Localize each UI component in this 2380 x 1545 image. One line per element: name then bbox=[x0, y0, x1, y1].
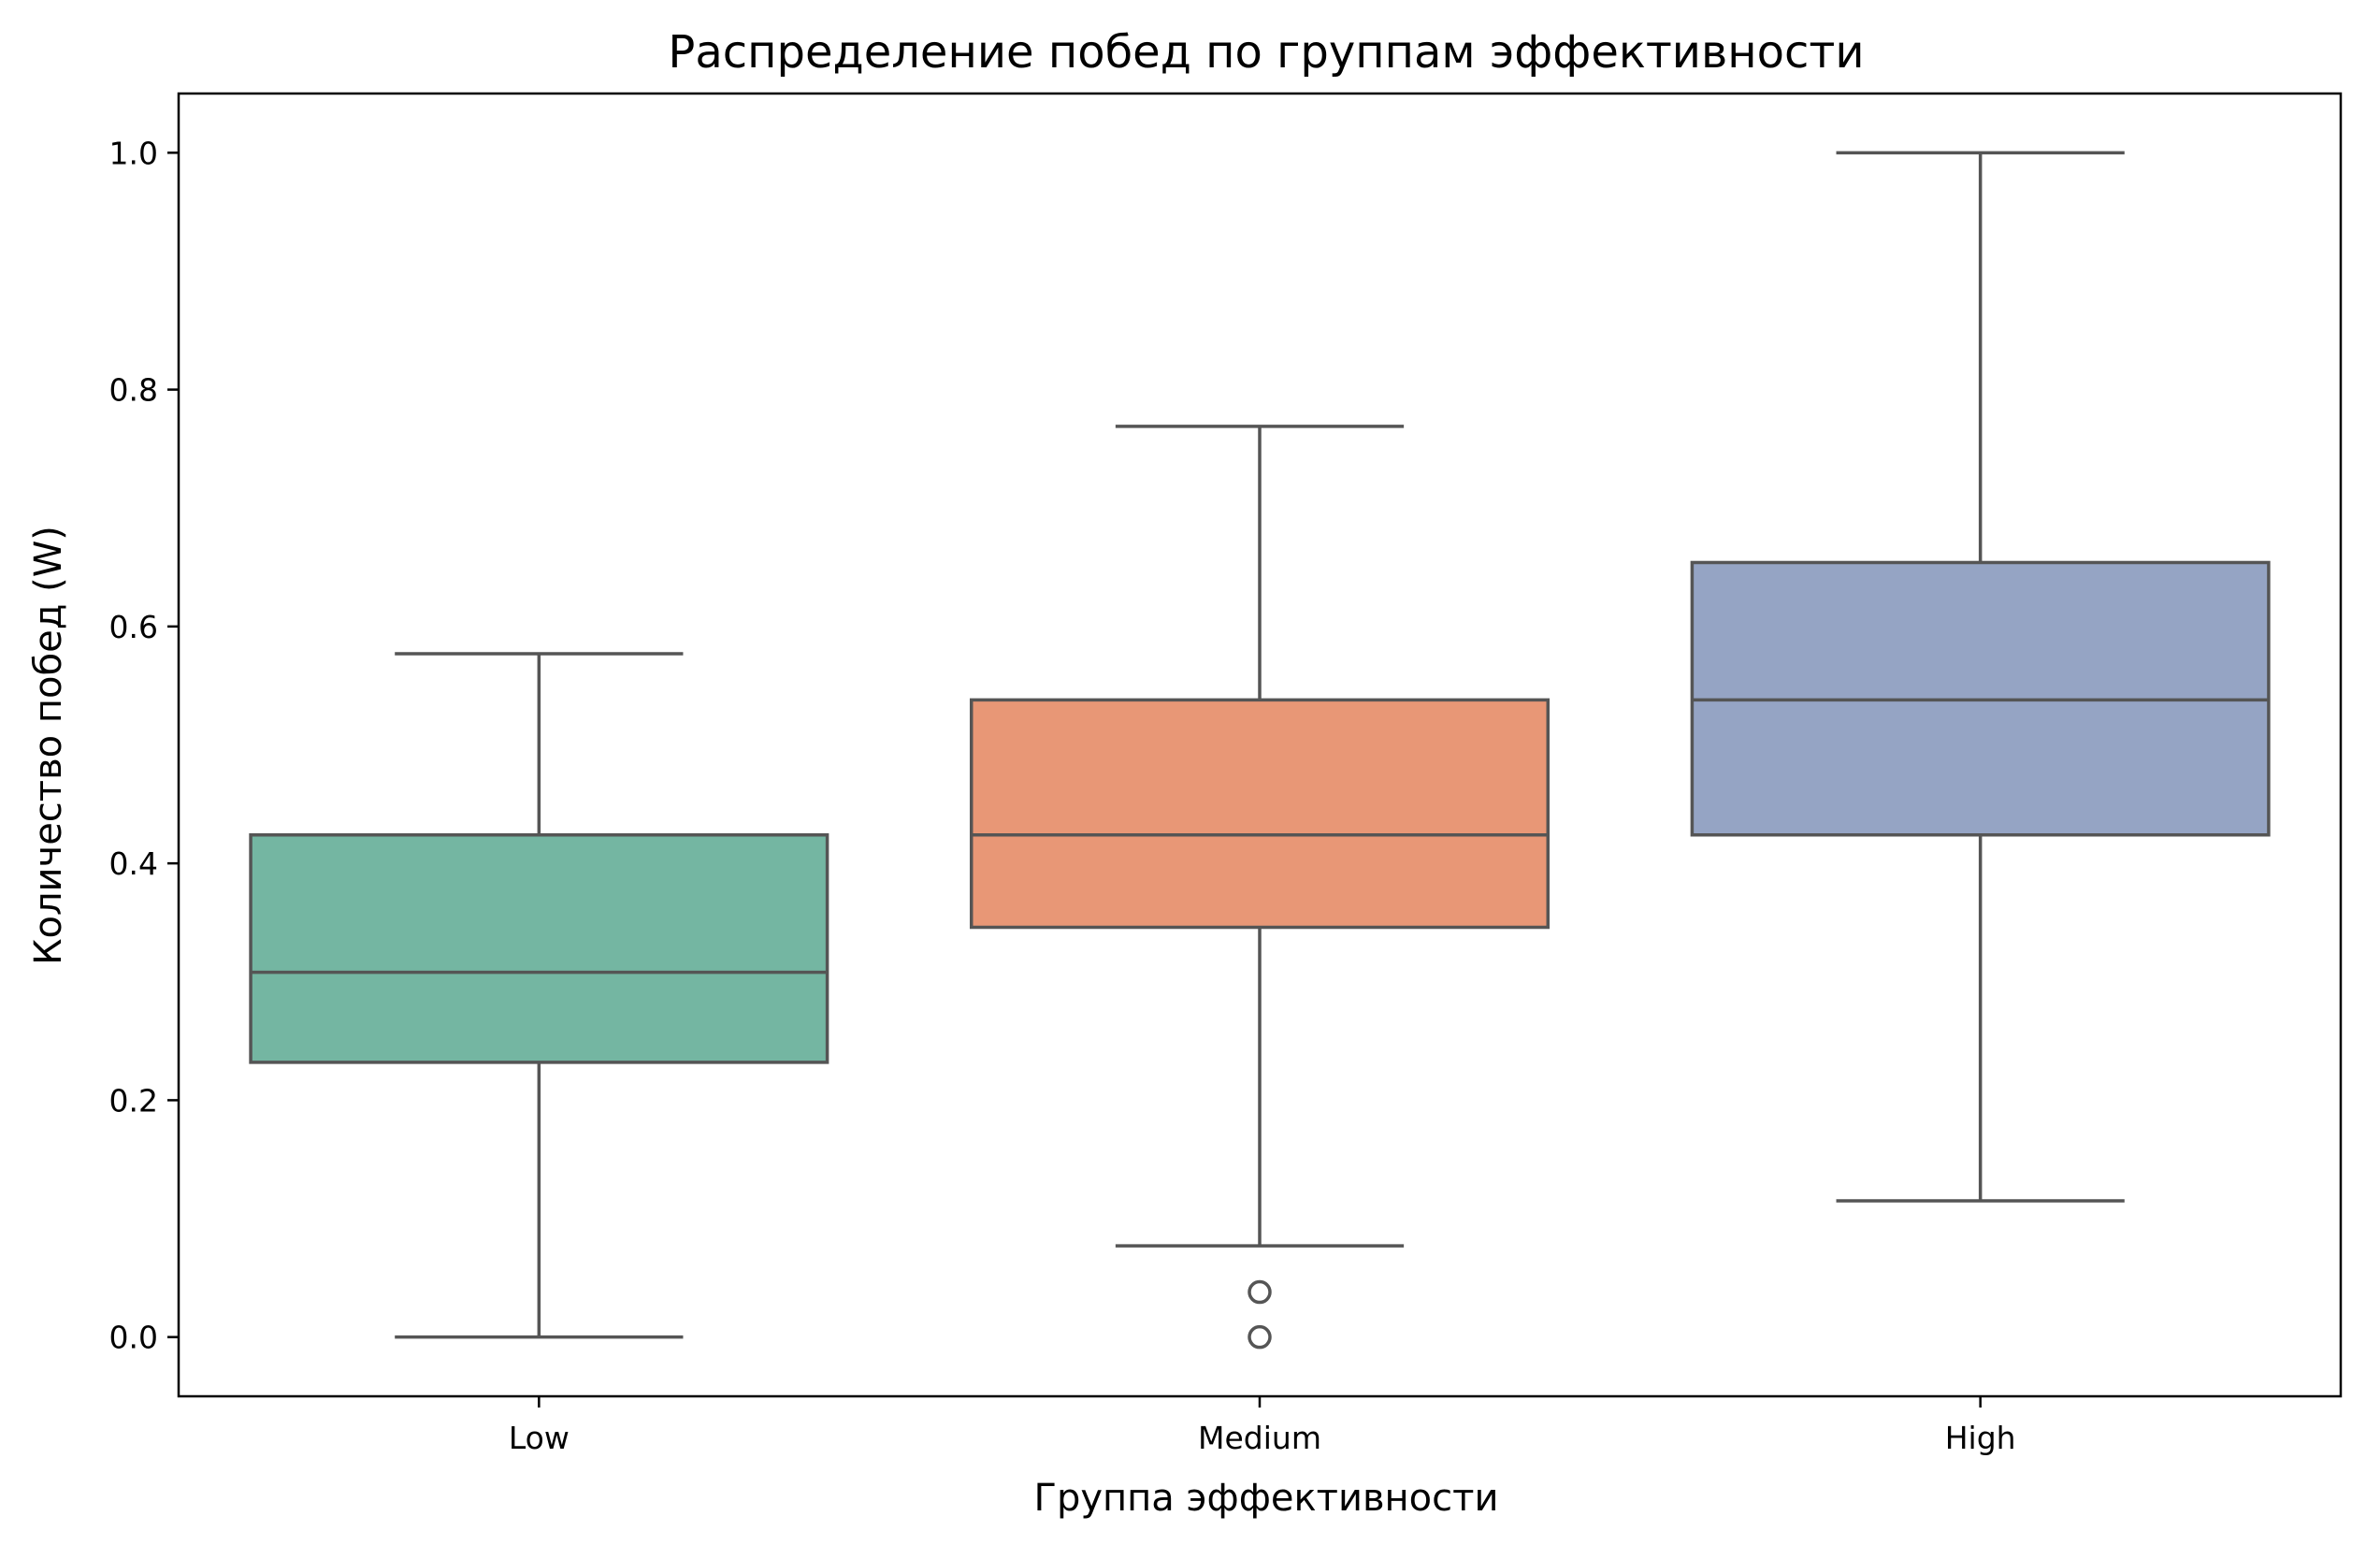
y-tick-label: 0.0 bbox=[109, 1320, 158, 1356]
plot-area bbox=[249, 151, 2271, 1350]
y-tick-label: 1.0 bbox=[109, 135, 158, 171]
chart-title: Распределение побед по группам эффективн… bbox=[668, 26, 1864, 79]
box-iqr bbox=[969, 698, 1551, 930]
x-axis-title: Группа эффективности bbox=[1034, 1477, 1499, 1520]
outlier-point bbox=[1248, 1324, 1272, 1350]
y-tick-label: 0.4 bbox=[109, 845, 158, 882]
box-group-medium bbox=[969, 425, 1551, 1350]
box-group-low bbox=[249, 652, 829, 1339]
y-axis-title: Количество побед (W) bbox=[27, 526, 70, 965]
x-tick-label: High bbox=[1945, 1420, 2016, 1456]
box-group-high bbox=[1690, 151, 2271, 1203]
y-tick-label: 0.2 bbox=[109, 1082, 158, 1119]
x-tick-label: Medium bbox=[1198, 1420, 1321, 1456]
x-tick-label: Low bbox=[509, 1420, 570, 1456]
y-tick-label: 0.6 bbox=[109, 609, 158, 645]
box-iqr bbox=[249, 832, 829, 1064]
outlier-point bbox=[1248, 1279, 1272, 1305]
axes: 0.0 0.2 0.4 0.6 0.8 1.0 Low Medium High bbox=[109, 92, 2343, 1456]
y-tick-label: 0.8 bbox=[109, 372, 158, 409]
